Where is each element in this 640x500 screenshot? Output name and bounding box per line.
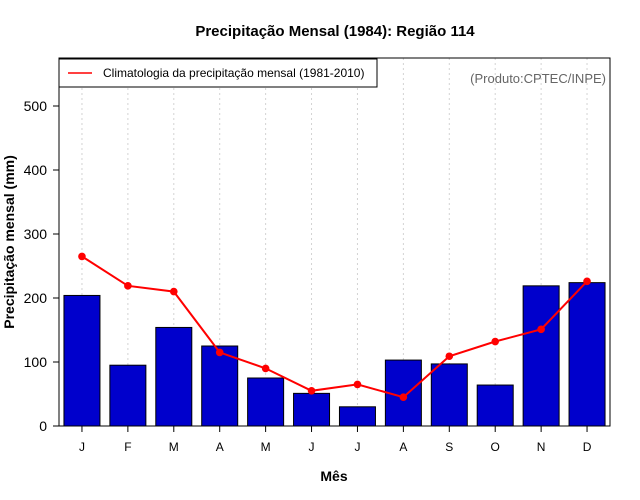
- x-tick-label: A: [399, 440, 407, 454]
- x-axis-label: Mês: [320, 468, 347, 484]
- legend: Climatologia da precipitação mensal (198…: [58, 58, 378, 88]
- legend-box: [58, 58, 378, 88]
- climatology-point-7: [399, 393, 408, 402]
- climatology-point-9: [491, 337, 500, 346]
- legend-label: Climatologia da precipitação mensal (198…: [103, 66, 364, 80]
- x-tick-label: J: [354, 440, 360, 454]
- y-tick-label: 200: [24, 290, 48, 306]
- y-axis: 0 100 200 300 400 500: [24, 98, 60, 434]
- bar-series: [63, 282, 606, 427]
- bar-8: [430, 363, 468, 427]
- bar-4: [247, 377, 285, 427]
- y-tick-label: 100: [24, 354, 48, 370]
- y-tick-label: 400: [24, 162, 48, 178]
- x-tick-label: J: [79, 440, 85, 454]
- y-tick-label: 500: [24, 98, 48, 114]
- bar-9: [476, 384, 514, 427]
- climatology-point-3: [215, 348, 224, 357]
- chart-title: Precipitação Mensal (1984): Região 114: [195, 23, 475, 40]
- bar-11: [568, 282, 606, 427]
- bar-10: [522, 285, 560, 427]
- credit-annotation: (Produto:CPTEC/INPE): [470, 71, 606, 86]
- x-tick-label: M: [169, 440, 179, 454]
- climatology-series: [78, 252, 591, 402]
- climatology-point-4: [261, 364, 270, 373]
- bar-6: [338, 406, 376, 427]
- x-tick-label: A: [216, 440, 224, 454]
- x-tick-label: J: [309, 440, 315, 454]
- bar-2: [155, 326, 193, 427]
- bar-0: [63, 294, 101, 427]
- climatology-point-10: [537, 325, 545, 334]
- x-tick-label: F: [124, 440, 131, 454]
- climatology-point-11: [583, 277, 591, 286]
- climatology-point-8: [445, 352, 454, 361]
- x-tick-label: S: [445, 440, 453, 454]
- climatology-point-5: [307, 387, 316, 395]
- y-tick-label: 300: [24, 226, 48, 242]
- x-tick-label: D: [583, 440, 592, 454]
- bar-1: [109, 364, 147, 427]
- x-tick-label: N: [537, 440, 546, 454]
- x-tick-label: O: [491, 440, 500, 454]
- climatology-point-6: [353, 380, 362, 389]
- bar-5: [293, 392, 331, 427]
- climatology-point-0: [78, 252, 86, 261]
- y-axis-label: Precipitação mensal (mm): [1, 155, 17, 329]
- climatology-point-1: [124, 282, 132, 290]
- x-tick-label: M: [261, 440, 271, 454]
- bar-3: [201, 345, 239, 427]
- climatology-point-2: [169, 287, 178, 296]
- y-tick-label: 0: [39, 418, 47, 434]
- climatology-line: [81, 255, 588, 399]
